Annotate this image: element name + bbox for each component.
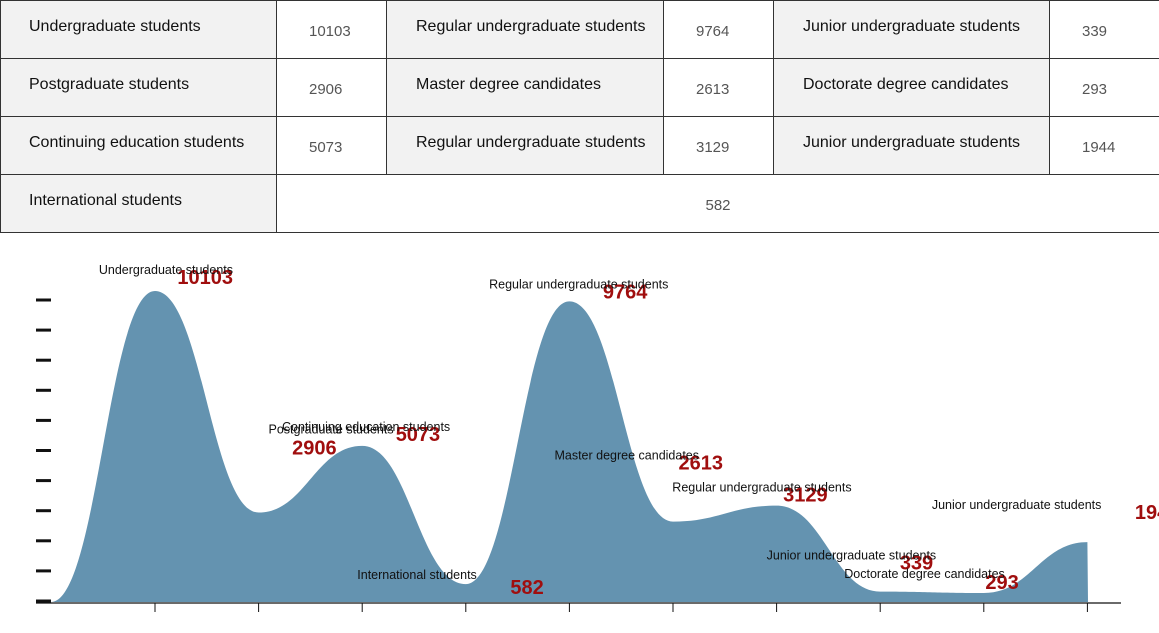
category-label: Undergraduate students: [0, 0, 277, 59]
subcategory-value: 3129: [663, 116, 774, 175]
subcategory-value: 9764: [663, 0, 774, 59]
value-label: 582: [510, 577, 543, 599]
table-row: Postgraduate students 2906 Master degree…: [0, 58, 1159, 117]
category-label: Junior undergraduate students: [932, 498, 1102, 512]
category-value: 10103: [276, 0, 387, 59]
category-label: Regular undergraduate students: [672, 481, 851, 495]
area-series: [51, 291, 1088, 602]
subcategory-label: Master degree candidates: [386, 58, 664, 117]
subcategory-value: 339: [1049, 0, 1159, 59]
subcategory-label: Regular undergraduate students: [386, 0, 664, 59]
subcategory-label: Junior undergraduate students: [773, 116, 1050, 175]
subcategory-label: Regular undergraduate students: [386, 116, 664, 175]
category-value: 582: [276, 174, 1159, 233]
value-label: 1944: [1135, 502, 1159, 524]
category-label: Regular undergraduate students: [489, 277, 668, 291]
value-label: 10103: [177, 267, 233, 289]
category-label: Continuing education students: [0, 116, 277, 175]
category-label: Postgraduate students: [269, 423, 394, 437]
category-label: Master degree candidates: [554, 449, 699, 463]
category-value: 5073: [276, 116, 387, 175]
table-row: Undergraduate students 10103 Regular und…: [0, 0, 1159, 59]
value-label: 5073: [396, 424, 441, 446]
value-label: 293: [985, 572, 1018, 594]
category-label: Continuing education students: [282, 420, 450, 434]
subcategory-value: 293: [1049, 58, 1159, 117]
value-label: 3129: [783, 485, 828, 507]
table-row: Continuing education students 5073 Regul…: [0, 116, 1159, 175]
value-label: 2613: [679, 453, 724, 475]
value-label: 2906: [292, 438, 337, 460]
table-row: International students 582: [0, 174, 1159, 233]
subcategory-label: Junior undergraduate students: [773, 0, 1050, 59]
value-label: 9764: [603, 281, 648, 303]
category-label: Doctorate degree candidates: [844, 567, 1005, 581]
category-label: Undergraduate students: [99, 263, 233, 277]
subcategory-label: Doctorate degree candidates: [773, 58, 1050, 117]
category-label: Postgraduate students: [0, 58, 277, 117]
subcategory-value: 1944: [1049, 116, 1159, 175]
student-statistics-table: Undergraduate students 10103 Regular und…: [0, 0, 1159, 233]
category-label: Junior undergraduate students: [767, 549, 937, 563]
category-value: 2906: [276, 58, 387, 117]
subcategory-value: 2613: [663, 58, 774, 117]
category-label: International students: [0, 174, 277, 233]
category-label: International students: [357, 568, 477, 582]
value-label: 339: [900, 553, 933, 575]
